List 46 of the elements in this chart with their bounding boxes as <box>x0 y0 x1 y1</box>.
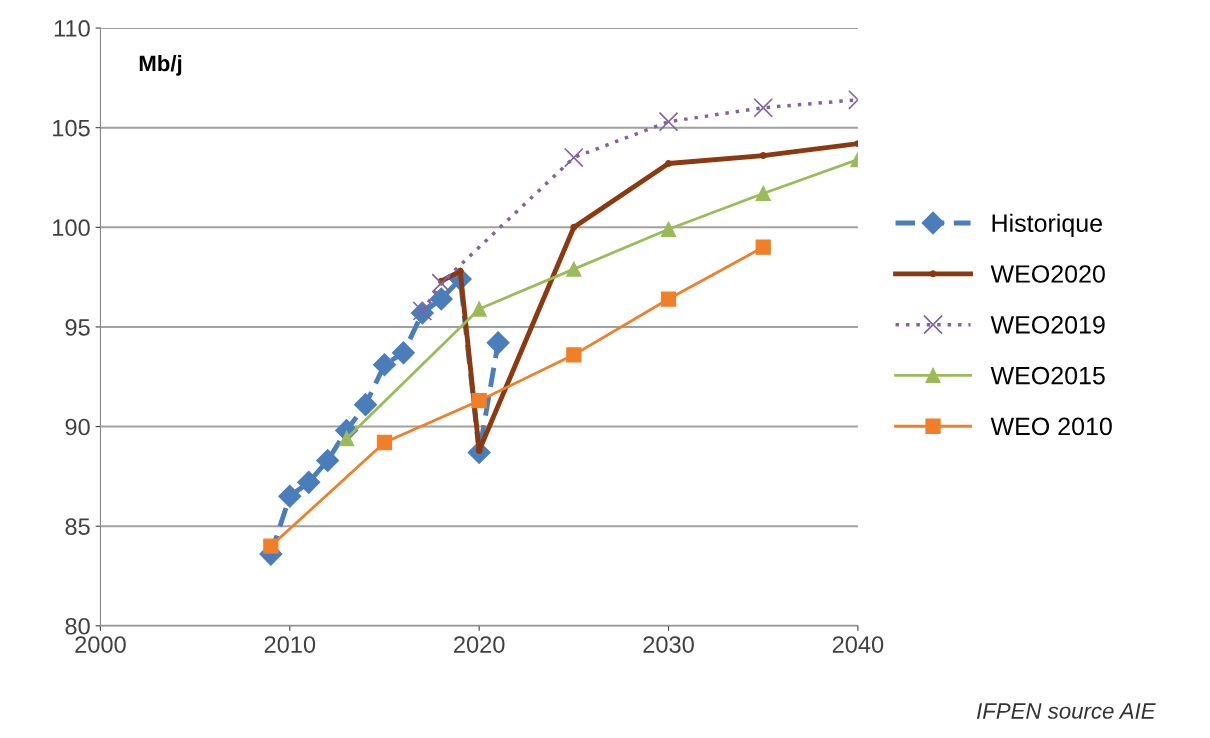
point <box>471 301 487 317</box>
legend-label: WEO2019 <box>990 315 1105 334</box>
y-tick-label: 80 <box>65 617 90 635</box>
point <box>570 223 578 231</box>
point <box>376 434 393 451</box>
point <box>391 341 415 365</box>
legend-label: WEO 2010 <box>990 417 1112 436</box>
point <box>660 221 677 237</box>
point <box>755 185 771 202</box>
point <box>316 448 340 472</box>
y-tick-label: 110 <box>54 20 90 37</box>
point <box>658 111 679 132</box>
point <box>566 347 582 363</box>
point <box>278 484 302 508</box>
point <box>297 470 321 494</box>
legend-label: Historique <box>992 213 1102 237</box>
annotation: Mb/j <box>139 54 182 76</box>
point <box>566 261 582 277</box>
text: IFPEN source AIE <box>976 703 1156 719</box>
point <box>660 291 677 307</box>
point <box>755 239 771 255</box>
y-tick-label: 100 <box>53 219 90 237</box>
y-tick-label: 85 <box>65 518 90 535</box>
point <box>471 393 487 409</box>
x-tick-label: 2010 <box>264 636 316 653</box>
y-tick-label: 90 <box>65 418 90 436</box>
point <box>759 152 767 160</box>
point <box>456 267 464 275</box>
point <box>338 430 355 447</box>
point <box>429 287 453 311</box>
point <box>563 147 584 168</box>
point <box>354 393 378 417</box>
x-tick-label: 2040 <box>832 636 884 653</box>
point <box>753 97 774 118</box>
point <box>431 273 452 293</box>
legend-label: WEO2015 <box>990 366 1105 385</box>
point <box>486 331 510 355</box>
y-tick-label: 95 <box>65 319 90 336</box>
point <box>372 353 396 377</box>
y-tick-label: 105 <box>53 119 90 137</box>
legend-label: WEO2020 <box>990 265 1105 283</box>
x-tick-label: 2020 <box>454 636 505 653</box>
x-tick-label: 2000 <box>75 636 126 653</box>
point <box>263 538 279 554</box>
point <box>665 160 672 168</box>
x-tick-label: 2030 <box>643 636 694 653</box>
